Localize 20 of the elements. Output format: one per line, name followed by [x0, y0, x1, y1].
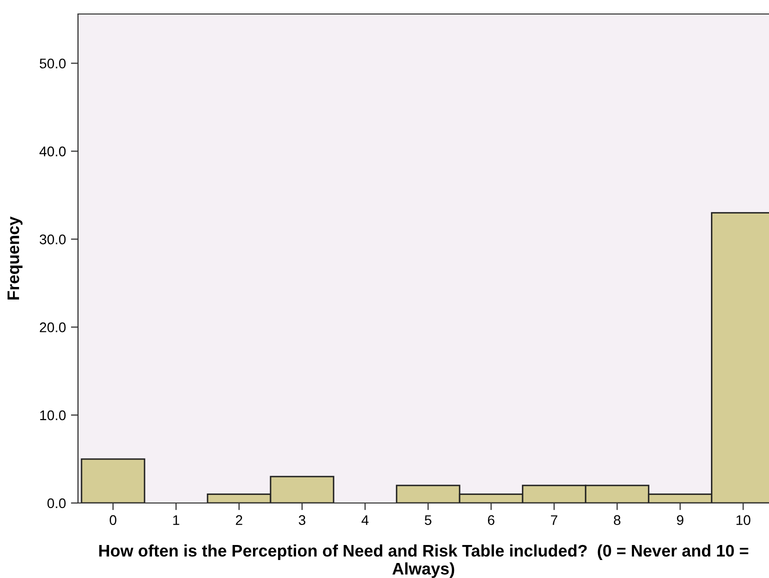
x-tick-label: 5 — [424, 515, 432, 526]
y-axis-title: Frequency — [8, 216, 22, 300]
y-tick-label: 40.0 — [39, 146, 66, 156]
y-tick-label: 50.0 — [40, 58, 66, 68]
x-tick-label: 6 — [488, 515, 494, 526]
bar — [80, 458, 146, 503]
x-tick-label: 0 — [110, 515, 116, 526]
y-tick-label: 10.0 — [40, 410, 66, 420]
x-tick-label: 10 — [736, 515, 750, 526]
x-tick-label: 9 — [676, 515, 684, 526]
x-tick-label: 4 — [362, 515, 369, 525]
x-tick-label: 1 — [173, 515, 180, 525]
y-tick-label: 20.0 — [40, 322, 66, 332]
x-tick-label: 2 — [236, 515, 242, 525]
x-tick-label: 7 — [550, 515, 558, 525]
x-tick-label: 8 — [614, 515, 620, 526]
y-tick-label: 0.0 — [47, 498, 66, 508]
x-tick-label: 3 — [298, 515, 306, 526]
x-axis-title: How often is the Perception of Need and Risk Table included? (0 = Never and 10 = Always) — [99, 544, 748, 578]
y-tick-label: 30.0 — [40, 234, 66, 244]
